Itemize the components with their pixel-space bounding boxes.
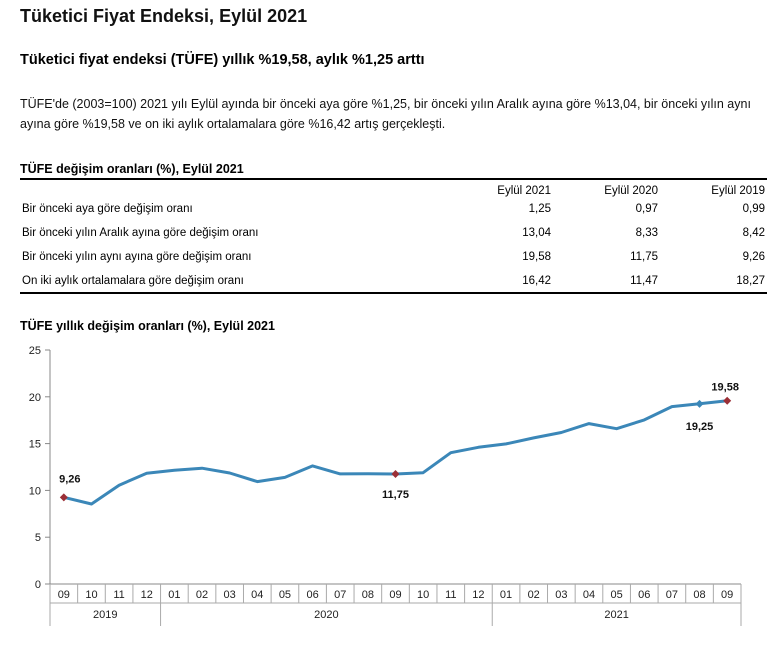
table-cell: 1,25	[528, 203, 551, 215]
x-tick-label: 10	[85, 589, 97, 601]
year-label: 2019	[93, 609, 117, 621]
x-tick-label: 01	[500, 589, 512, 601]
y-tick-label: 20	[29, 392, 41, 404]
data-label: 9,26	[59, 473, 80, 485]
row-label: Bir önceki yılın Aralık ayına göre değiş…	[22, 227, 259, 239]
data-label: 19,58	[711, 382, 739, 394]
table-cell: 11,47	[553, 269, 660, 294]
y-tick-label: 15	[29, 439, 41, 451]
x-tick-label: 07	[666, 589, 678, 601]
table-cell: 0,99	[742, 203, 765, 215]
x-tick-label: 08	[693, 589, 705, 601]
x-tick-label: 05	[279, 589, 291, 601]
table-cell: 8,33	[635, 227, 658, 239]
x-tick-label: 02	[528, 589, 540, 601]
x-tick-label: 11	[113, 589, 124, 601]
row-label: On iki aylık ortalamalara göre değişim o…	[20, 269, 446, 294]
table-row: On iki aylık ortalamalara göre değişim o…	[20, 269, 767, 294]
table-row: Bir önceki aya göre değişim oranı 1,25 0…	[20, 197, 767, 221]
x-tick-label: 10	[417, 589, 429, 601]
column-header: Eylül 2019	[660, 178, 767, 197]
data-point-marker	[391, 470, 400, 479]
x-tick-label: 03	[224, 589, 236, 601]
table-cell: 0,97	[635, 203, 658, 215]
y-tick-label: 5	[35, 532, 41, 544]
table-header-row: Eylül 2021 Eylül 2020 Eylül 2019	[20, 178, 767, 197]
x-tick-label: 12	[472, 589, 484, 601]
year-label: 2020	[314, 609, 338, 621]
x-tick-label: 09	[389, 589, 401, 601]
data-label: 11,75	[382, 489, 409, 501]
y-tick-label: 0	[35, 579, 41, 591]
table-cell: 19,58	[522, 251, 551, 263]
y-tick-label: 10	[29, 485, 41, 497]
data-point-marker	[59, 493, 68, 502]
row-label: Bir önceki yılın aynı ayına göre değişim…	[22, 251, 252, 263]
x-tick-label: 02	[196, 589, 208, 601]
x-tick-label: 12	[141, 589, 153, 601]
data-point-marker	[695, 399, 704, 408]
row-label: Bir önceki aya göre değişim oranı	[22, 203, 193, 215]
cpi-change-table: Eylül 2021 Eylül 2020 Eylül 2019 Bir önc…	[20, 178, 767, 294]
year-label: 2021	[604, 609, 628, 621]
x-tick-label: 07	[334, 589, 346, 601]
x-tick-label: 08	[362, 589, 374, 601]
table-cell: 11,75	[630, 251, 658, 263]
x-tick-label: 09	[721, 589, 733, 601]
table-header-empty	[20, 178, 446, 197]
table-cell: 9,26	[742, 251, 765, 263]
table-cell: 18,27	[660, 269, 767, 294]
data-label: 19,25	[686, 421, 714, 433]
data-point-marker	[723, 396, 732, 405]
x-tick-label: 03	[555, 589, 567, 601]
x-tick-label: 06	[638, 589, 650, 601]
table-cell: 13,04	[522, 227, 551, 239]
x-tick-label: 04	[583, 589, 595, 601]
table-cell: 16,42	[446, 269, 553, 294]
x-tick-label: 04	[251, 589, 263, 601]
x-tick-label: 05	[610, 589, 622, 601]
page-subtitle: Tüketici fiyat endeksi (TÜFE) yıllık %19…	[20, 52, 425, 68]
y-tick-label: 25	[29, 345, 41, 357]
table-row: Bir önceki yılın Aralık ayına göre değiş…	[20, 221, 767, 245]
table-cell: 8,42	[742, 227, 765, 239]
intro-paragraph: TÜFE'de (2003=100) 2021 yılı Eylül ayınd…	[20, 97, 751, 131]
x-tick-label: 09	[58, 589, 70, 601]
table-title: TÜFE değişim oranları (%), Eylül 2021	[20, 162, 244, 176]
series-line	[62, 399, 729, 506]
column-header: Eylül 2021	[446, 178, 553, 197]
page-title: Tüketici Fiyat Endeksi, Eylül 2021	[20, 6, 308, 26]
column-header: Eylül 2020	[553, 178, 660, 197]
chart-title: TÜFE yıllık değişim oranları (%), Eylül …	[20, 319, 275, 333]
x-tick-label: 11	[445, 589, 456, 601]
table-row: Bir önceki yılın aynı ayına göre değişim…	[20, 245, 767, 269]
x-tick-label: 01	[168, 589, 180, 601]
x-tick-label: 06	[306, 589, 318, 601]
